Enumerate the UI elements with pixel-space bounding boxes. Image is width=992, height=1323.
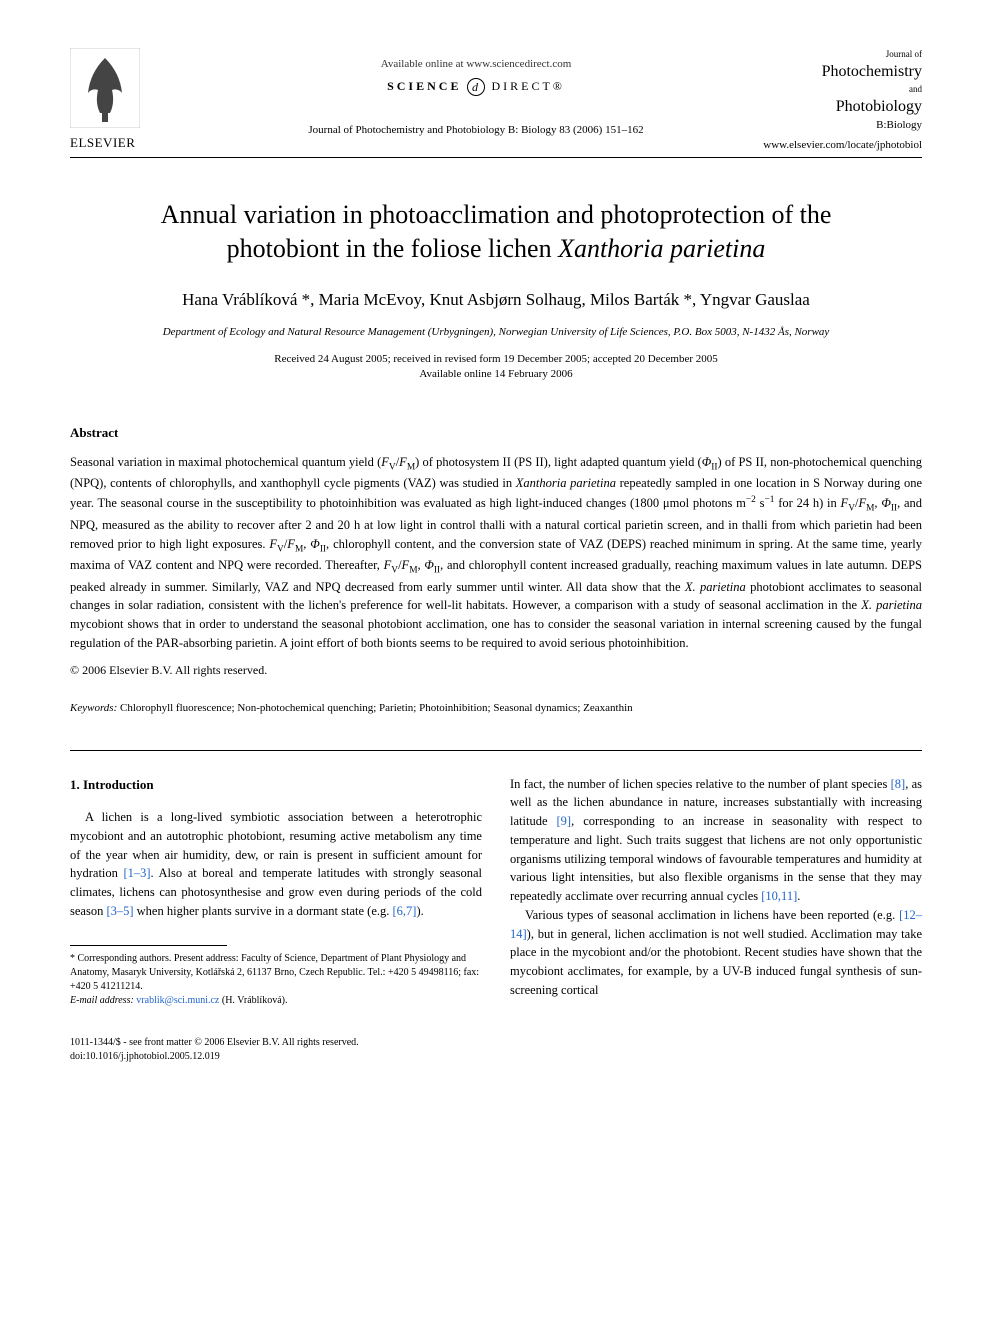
- jt-line-5: B:Biology: [762, 118, 922, 133]
- publisher-logo-block: ELSEVIER: [70, 48, 190, 151]
- email-label: E-mail address:: [70, 995, 134, 1006]
- journal-citation: Journal of Photochemistry and Photobiolo…: [190, 124, 762, 136]
- keywords-text: Chlorophyll fluorescence; Non-photochemi…: [117, 702, 632, 714]
- ref-6-7[interactable]: [6,7]: [393, 904, 417, 918]
- intro-para-2: Various types of seasonal acclimation in…: [510, 906, 922, 1000]
- body-columns: 1. Introduction A lichen is a long-lived…: [70, 775, 922, 1008]
- intro-para-1-cont: In fact, the number of lichen species re…: [510, 775, 922, 906]
- title-line-1: Annual variation in photoacclimation and…: [161, 200, 832, 229]
- abstract-heading: Abstract: [70, 425, 922, 441]
- keywords-label: Keywords:: [70, 702, 117, 714]
- title-species: Xanthoria parietina: [558, 234, 765, 263]
- email-author: (H. Vráblíková).: [222, 995, 288, 1006]
- jt-line-2: Photochemistry: [762, 61, 922, 83]
- column-left: 1. Introduction A lichen is a long-lived…: [70, 775, 482, 1008]
- direct-label: DIRECT®: [491, 79, 564, 93]
- jt-line-3: and: [762, 83, 922, 96]
- email-footnote: E-mail address: vrablik@sci.muni.cz (H. …: [70, 994, 482, 1008]
- dates-line-1: Received 24 August 2005; received in rev…: [274, 353, 718, 365]
- sciencedirect-logo: SCIENCE d DIRECT®: [190, 78, 762, 96]
- page-footer: 1011-1344/$ - see front matter © 2006 El…: [70, 1036, 922, 1064]
- article-dates: Received 24 August 2005; received in rev…: [70, 352, 922, 383]
- title-line-2: photobiont in the foliose lichen: [227, 234, 558, 263]
- jt-line-1: Journal of: [762, 48, 922, 61]
- science-label: SCIENCE: [387, 79, 461, 93]
- elsevier-name: ELSEVIER: [70, 135, 190, 151]
- abstract-copyright: © 2006 Elsevier B.V. All rights reserved…: [70, 663, 922, 678]
- abstract-body: Seasonal variation in maximal photochemi…: [70, 455, 922, 650]
- ref-3-5[interactable]: [3–5]: [106, 904, 133, 918]
- ref-1-3[interactable]: [1–3]: [123, 866, 150, 880]
- affiliation: Department of Ecology and Natural Resour…: [70, 326, 922, 338]
- ref-8[interactable]: [8]: [891, 777, 906, 791]
- journal-header: ELSEVIER Available online at www.science…: [70, 48, 922, 158]
- keywords-line: Keywords: Chlorophyll fluorescence; Non-…: [70, 702, 922, 751]
- corr-text: * Corresponding authors. Present address…: [70, 953, 479, 992]
- header-center: Available online at www.sciencedirect.co…: [190, 48, 762, 136]
- elsevier-tree-icon: [70, 48, 190, 133]
- at-icon: d: [467, 78, 485, 96]
- journal-cover-block: Journal of Photochemistry and Photobiolo…: [762, 48, 922, 151]
- doi-line: doi:10.1016/j.jphotobiol.2005.12.019: [70, 1050, 922, 1064]
- footnote-rule: [70, 945, 227, 946]
- corresponding-author-footnote: * Corresponding authors. Present address…: [70, 952, 482, 994]
- journal-url: www.elsevier.com/locate/jphotobiol: [762, 139, 922, 151]
- ref-9[interactable]: [9]: [557, 814, 572, 828]
- abstract-text: Seasonal variation in maximal photochemi…: [70, 453, 922, 653]
- jt-line-4: Photobiology: [762, 96, 922, 118]
- authors: Hana Vráblíková *, Maria McEvoy, Knut As…: [70, 290, 922, 310]
- column-right: In fact, the number of lichen species re…: [510, 775, 922, 1008]
- ref-10-11[interactable]: [10,11]: [761, 889, 797, 903]
- dates-line-2: Available online 14 February 2006: [419, 368, 572, 380]
- intro-heading: 1. Introduction: [70, 775, 482, 795]
- issn-line: 1011-1344/$ - see front matter © 2006 El…: [70, 1036, 922, 1050]
- journal-title-block: Journal of Photochemistry and Photobiolo…: [762, 48, 922, 133]
- available-online-text: Available online at www.sciencedirect.co…: [190, 58, 762, 70]
- intro-para-1: A lichen is a long-lived symbiotic assoc…: [70, 808, 482, 921]
- article-title: Annual variation in photoacclimation and…: [70, 198, 922, 266]
- email-link[interactable]: vrablik@sci.muni.cz: [134, 995, 222, 1006]
